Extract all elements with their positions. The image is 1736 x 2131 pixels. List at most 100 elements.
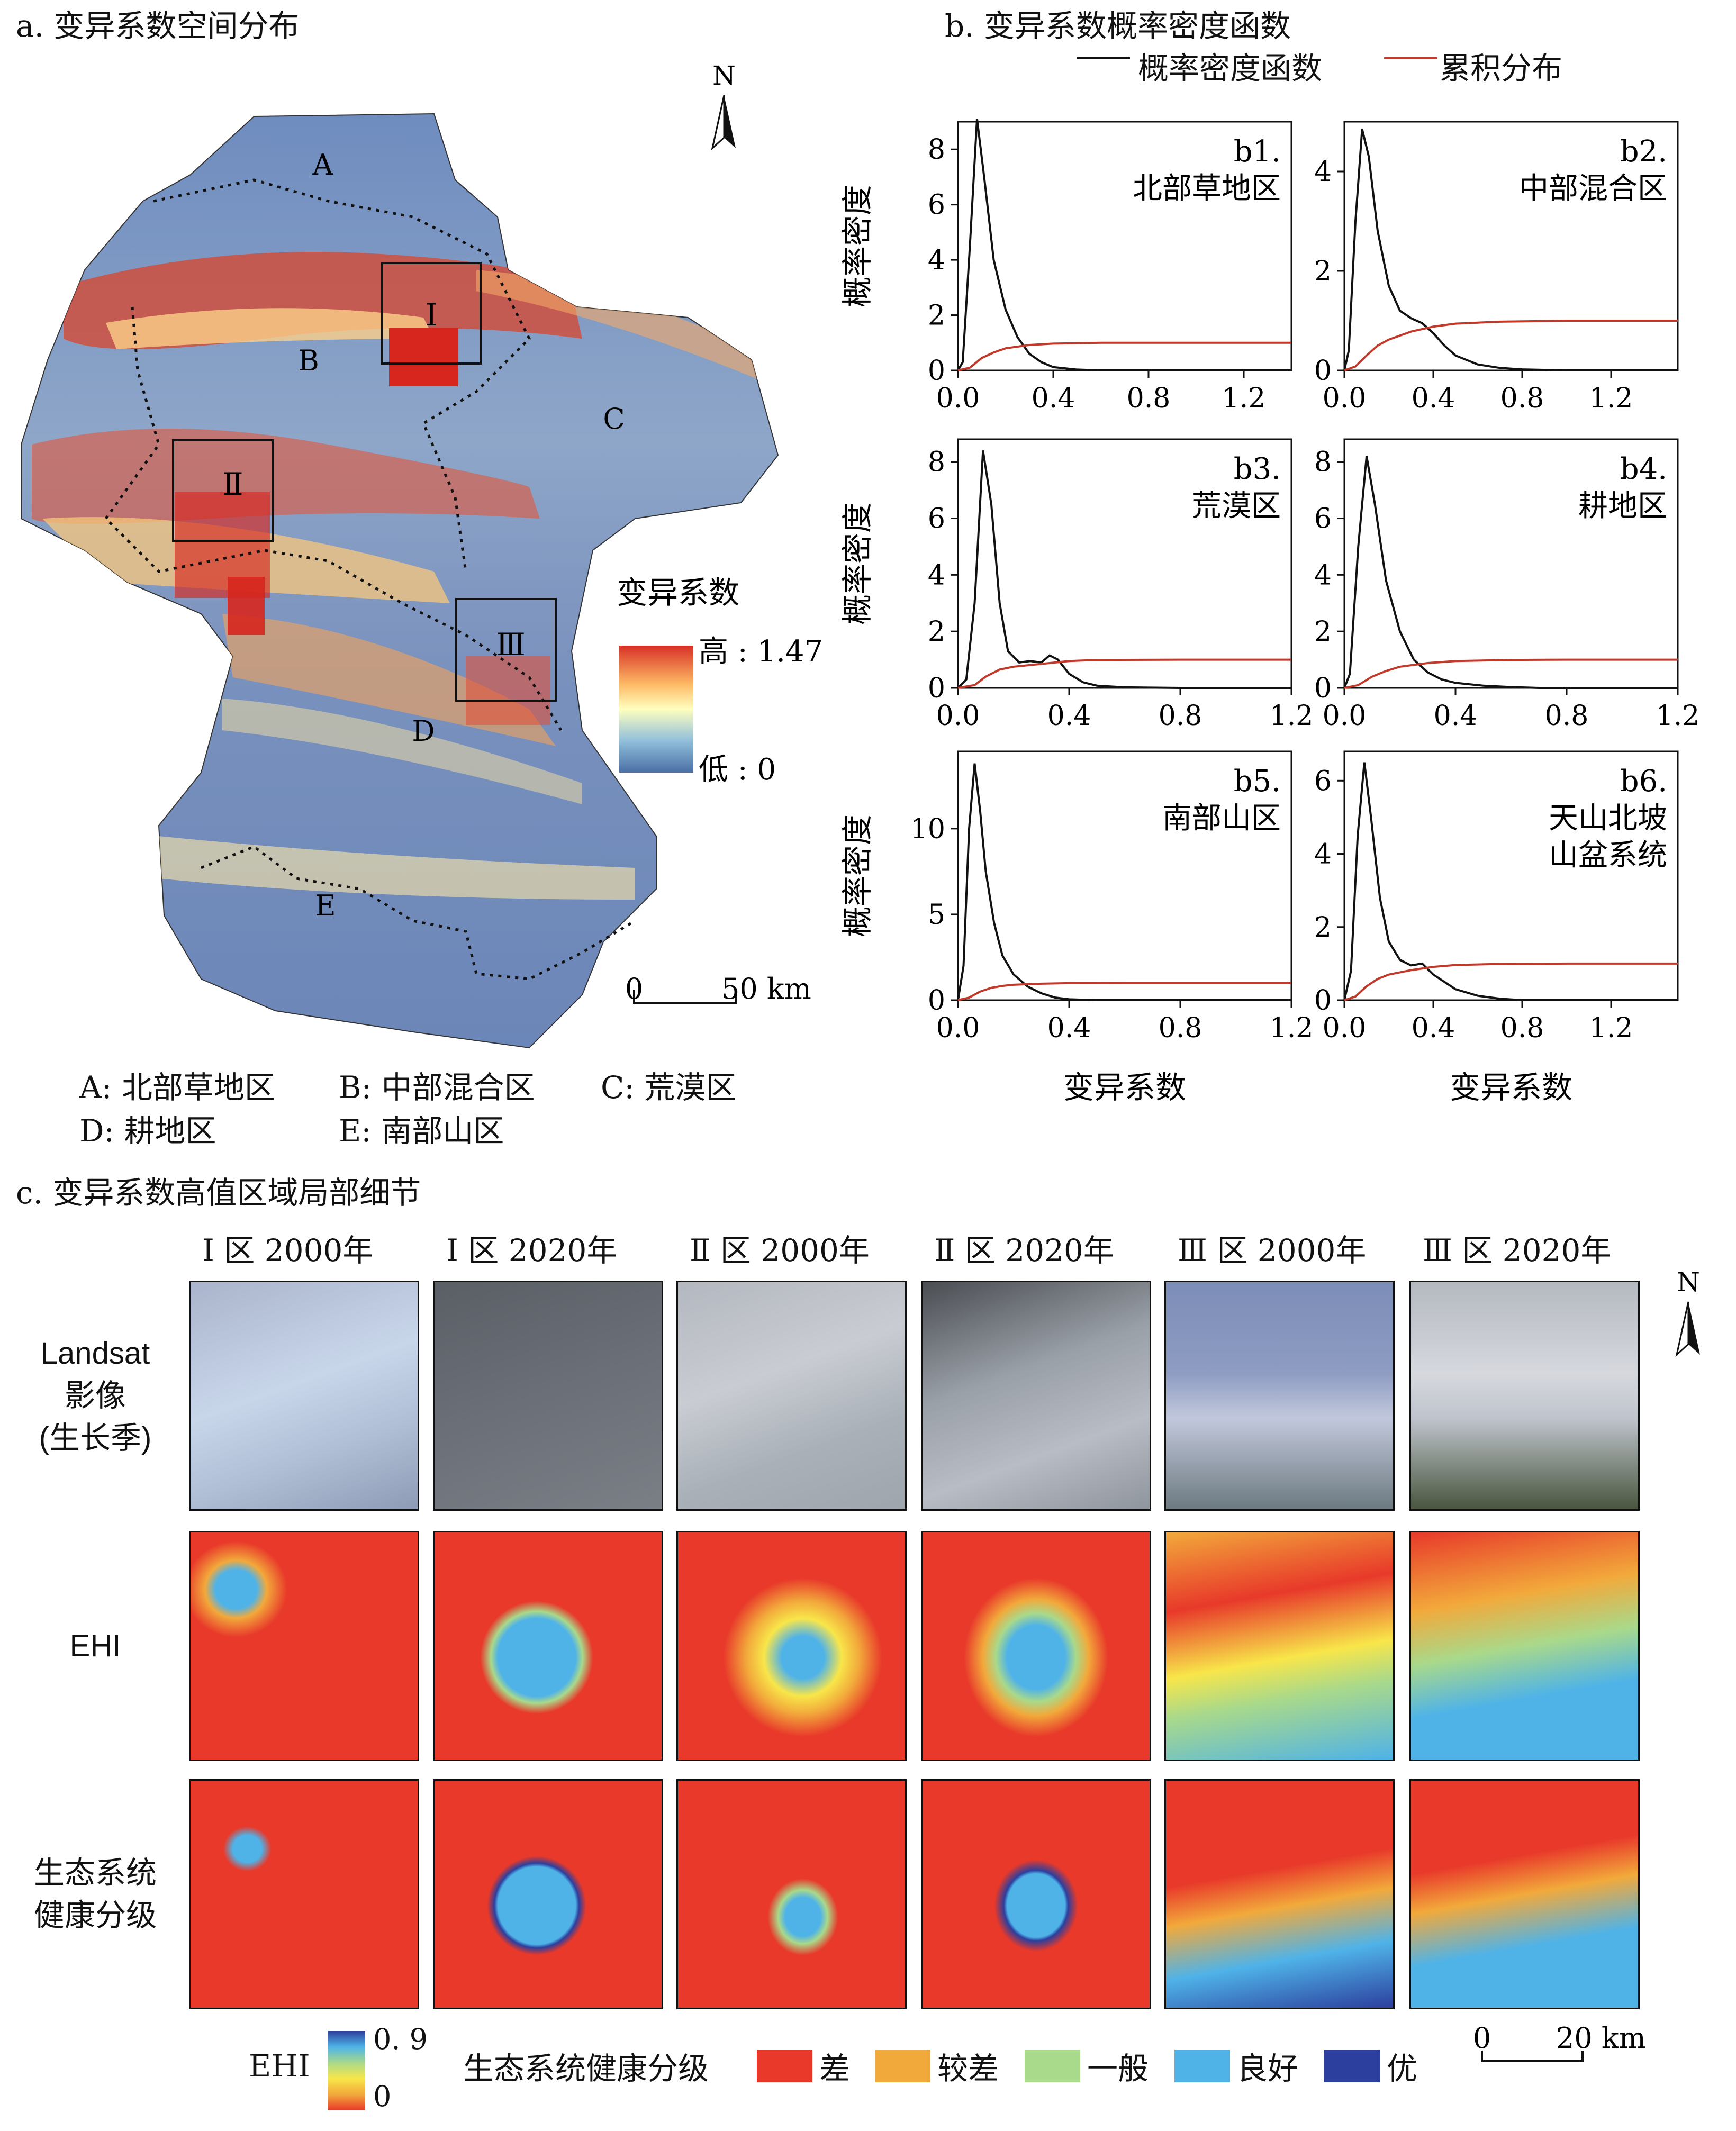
x-tick-label: 0.0 <box>936 700 980 732</box>
x-tick-label: 1.2 <box>1656 700 1700 732</box>
legend-pdf-line <box>1077 57 1130 59</box>
box-1 <box>381 262 482 365</box>
y-tick-label: 4 <box>928 244 945 276</box>
region-label: B <box>298 344 319 377</box>
ehi-map <box>433 1531 663 1761</box>
chart-title: b5. <box>1234 764 1281 799</box>
y-axis-label: 概率密度 <box>839 185 875 307</box>
x-tick-label: 1.2 <box>1222 383 1266 414</box>
chart-title: 荒漠区 <box>1192 489 1281 523</box>
y-tick-label: 6 <box>1314 503 1332 535</box>
landsat-image <box>189 1281 419 1511</box>
legend-title: 变异系数 <box>617 575 739 611</box>
ehi-map <box>921 1531 1151 1761</box>
scale-zero: 0 <box>1473 2021 1491 2055</box>
y-axis-label: 概率密度 <box>839 502 875 625</box>
x-tick-label: 1.2 <box>1589 383 1633 414</box>
key-item: B: 中部混合区 <box>339 1069 535 1105</box>
grade-map <box>189 1779 419 2009</box>
key-item: E: 南部山区 <box>339 1113 504 1149</box>
y-tick-label: 2 <box>928 616 945 648</box>
pdf-chart: 0.0 0.4 0.8 1.2 0 2 4 b2.中部混合区 <box>1314 121 1679 414</box>
grade-label: 良好 <box>1237 2051 1299 2087</box>
region-label: E <box>315 889 336 922</box>
region-label: A <box>312 148 334 182</box>
pdf-line <box>957 763 1291 1001</box>
column-header: Ⅲ 区 2020年 <box>1423 1232 1612 1268</box>
legend-pdf: 概率密度函数 <box>1138 50 1323 86</box>
cdf-line <box>1344 658 1678 689</box>
landsat-image <box>676 1281 907 1511</box>
scale-bar <box>633 990 737 1004</box>
chart-title: 南部山区 <box>1162 801 1281 836</box>
pdf-line <box>957 450 1291 689</box>
grade-label: 差 <box>819 2051 851 2087</box>
ehi-map <box>1409 1531 1640 1761</box>
pdf-line <box>1343 456 1678 689</box>
box-label: Ⅰ <box>426 297 438 333</box>
y-tick-label: 6 <box>928 189 945 221</box>
landsat-image <box>433 1281 663 1511</box>
grade-swatch <box>1324 2050 1380 2082</box>
x-tick-label: 0.4 <box>1434 700 1478 732</box>
grade-map <box>433 1779 663 2009</box>
row-header: 生态系统 健康分级 <box>33 1855 157 1933</box>
landsat-image <box>1164 1281 1395 1511</box>
cdf-line <box>957 658 1291 689</box>
pdf-line <box>1343 762 1678 1001</box>
y-tick-label: 2 <box>1314 616 1332 648</box>
x-tick-label: 0.8 <box>1159 1012 1202 1044</box>
box-label: Ⅱ <box>222 466 243 502</box>
legend-low: 低 : 0 <box>699 752 776 787</box>
north-label: N <box>1677 1267 1700 1298</box>
chart-title: b3. <box>1234 452 1281 486</box>
grade-swatch <box>1174 2050 1230 2082</box>
key-item: A: 北部草地区 <box>79 1069 275 1105</box>
north-arrow-icon <box>724 95 736 148</box>
cdf-line <box>1344 320 1678 371</box>
pdf-chart: 0.0 0.4 0.8 1.2 0 2 4 6 8 b4.耕地区 <box>1314 438 1700 732</box>
ehi-legend-max: 0. 9 <box>373 2023 428 2056</box>
grade-label: 较差 <box>937 2051 999 2087</box>
grade-label: 优 <box>1387 2051 1418 2087</box>
x-tick-label: 0.0 <box>1323 383 1367 414</box>
x-axis-label: 变异系数 <box>1063 1069 1186 1105</box>
x-tick-label: 0.0 <box>936 383 980 414</box>
column-header: Ⅱ 区 2020年 <box>934 1232 1114 1268</box>
x-tick-label: 0.4 <box>1412 1012 1455 1044</box>
x-tick-label: 1.2 <box>1589 1012 1633 1044</box>
panel-c-title: c. 变异系数高值区域局部细节 <box>16 1175 421 1211</box>
grade-label: 一般 <box>1087 2051 1149 2087</box>
y-tick-label: 2 <box>1314 256 1332 287</box>
grade-swatch <box>757 2050 812 2082</box>
grade-swatch <box>875 2050 930 2082</box>
y-tick-label: 10 <box>910 813 945 845</box>
cv-pattern <box>32 252 762 900</box>
north-arrow-icon: N <box>1675 1267 1700 1357</box>
column-header: Ⅰ 区 2000年 <box>202 1232 374 1268</box>
north-label: N <box>712 60 736 91</box>
scale-zero: 0 <box>625 972 643 1005</box>
y-tick-label: 0 <box>1314 673 1332 704</box>
x-tick-label: 1.2 <box>1270 700 1314 732</box>
grade-swatch <box>1025 2050 1080 2082</box>
y-tick-label: 8 <box>1314 447 1332 478</box>
subregion-boundary <box>104 306 563 731</box>
pdf-chart: 0.0 0.4 0.8 1.2 0 2 4 6 8 b1.北部草地区 概率密度 <box>839 119 1292 414</box>
y-tick-label: 5 <box>928 899 945 931</box>
plot-frame <box>1343 121 1679 371</box>
x-tick-label: 0.0 <box>936 1012 980 1044</box>
y-tick-label: 4 <box>1314 839 1332 870</box>
y-tick-label: 8 <box>928 134 945 166</box>
ehi-legend-label: EHI <box>249 2048 310 2084</box>
x-tick-label: 0.8 <box>1500 383 1544 414</box>
column-header: Ⅰ 区 2020年 <box>446 1232 618 1268</box>
y-tick-label: 4 <box>928 559 945 591</box>
chart-title: b4. <box>1620 452 1667 486</box>
grade-map <box>1164 1779 1395 2009</box>
landsat-image <box>921 1281 1151 1511</box>
cdf-line <box>1344 962 1678 1001</box>
y-tick-label: 6 <box>928 503 945 535</box>
